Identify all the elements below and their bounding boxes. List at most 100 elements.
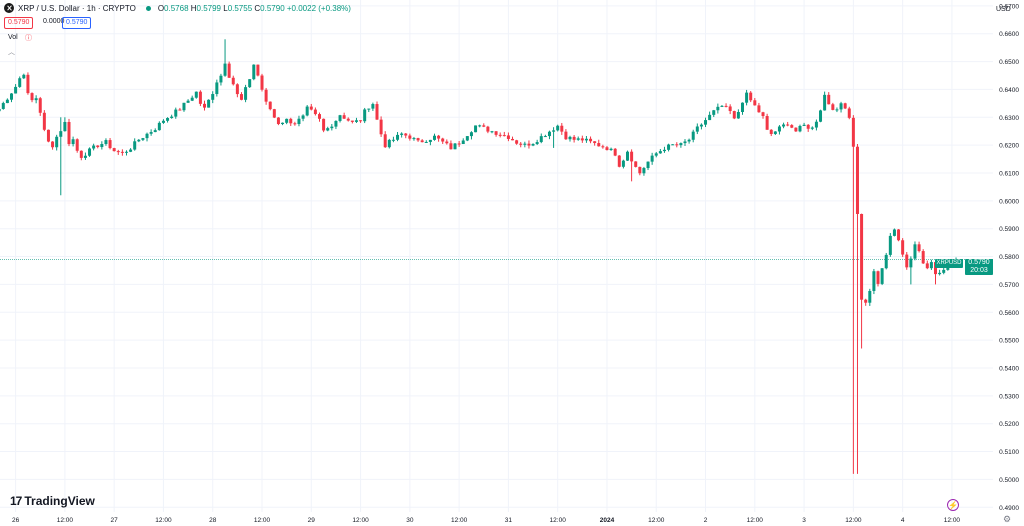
candle-body (855, 146, 859, 214)
candle-body (289, 118, 293, 124)
candle-body (486, 126, 490, 132)
warning-icon[interactable]: ⓘ (25, 35, 32, 42)
candle-body (609, 148, 613, 151)
candle-body (178, 109, 182, 111)
candle-body (814, 121, 818, 128)
candle-body (424, 141, 428, 143)
candle-body (137, 139, 141, 142)
candle-body (174, 109, 178, 117)
candle-body (605, 147, 609, 151)
candle-body (276, 117, 280, 125)
candle-body (552, 130, 556, 132)
candle-body (63, 121, 67, 132)
candle-body (650, 155, 654, 162)
candle-body (732, 111, 736, 119)
candle-body (256, 64, 260, 76)
candle-body (149, 132, 153, 134)
candle-body (749, 92, 753, 101)
y-tick-label: 0.6200 (999, 143, 1019, 150)
volume-legend[interactable]: Vol (8, 34, 18, 41)
candle-body (215, 82, 219, 95)
candle-body (827, 94, 831, 105)
candle-body (942, 269, 946, 273)
candle-body (798, 125, 802, 132)
candle-body (375, 104, 379, 120)
candle-body (626, 151, 630, 161)
buy-button[interactable]: 0.5790 (62, 17, 92, 29)
y-tick-label: 0.6100 (999, 170, 1019, 177)
candle-body (129, 149, 133, 152)
candle-body (141, 138, 145, 140)
candle-body (26, 74, 30, 94)
x-tick-label: 31 (505, 517, 513, 524)
candle-body (301, 115, 305, 119)
candle-body (166, 118, 170, 121)
candle-body (687, 139, 691, 142)
candle-body (757, 105, 761, 113)
candle-body (494, 131, 498, 135)
candle-body (531, 144, 535, 146)
candle-body (929, 262, 933, 269)
candle-body (453, 143, 457, 150)
collapse-legend-icon[interactable]: ︿ (8, 49, 15, 56)
currency-selector[interactable]: USD (996, 6, 1011, 13)
candle-body (589, 138, 593, 142)
candle-body (819, 110, 823, 122)
candle-body (839, 103, 843, 110)
candle-body (515, 140, 519, 144)
candle-body (831, 104, 835, 110)
candle-body (621, 160, 625, 167)
candle-body (593, 141, 597, 144)
candle-body (153, 130, 157, 133)
candle-body (724, 105, 728, 107)
candle-body (346, 118, 350, 121)
x-tick-label: 12:00 (254, 517, 271, 524)
candle-body (794, 127, 798, 132)
market-status-icon[interactable] (145, 5, 151, 11)
candle-body (601, 146, 605, 148)
ohlc-values: O0.5768 H0.5799 L0.5755 C0.5790 +0.0022 … (157, 3, 351, 13)
candle-body (695, 126, 699, 132)
y-tick-label: 0.4900 (999, 505, 1019, 512)
candle-body (539, 136, 543, 143)
candle-body (864, 299, 868, 303)
x-tick-label: 12:00 (747, 517, 764, 524)
tradingview-logo[interactable]: 17 TradingView (10, 494, 95, 508)
y-tick-label: 0.5700 (999, 282, 1019, 289)
y-tick-label: 0.6300 (999, 115, 1019, 122)
candle-body (740, 102, 744, 113)
candle-body (449, 143, 453, 150)
candle-body (658, 151, 662, 154)
candle-body (511, 138, 515, 141)
candle-body (100, 144, 104, 148)
candle-body (46, 129, 50, 142)
candle-body (835, 109, 839, 111)
candle-body (305, 106, 309, 116)
gear-icon[interactable]: ⚙ (1003, 514, 1012, 524)
candle-body (75, 139, 79, 151)
candle-body (720, 105, 724, 107)
candle-body (186, 100, 190, 103)
candle-body (55, 136, 59, 148)
candle-body (0, 108, 1, 112)
y-tick-label: 0.6600 (999, 31, 1019, 38)
lightning-icon[interactable]: ⚡ (947, 499, 959, 511)
candle-body (190, 97, 194, 101)
candle-body (802, 124, 806, 126)
x-tick-label: 30 (406, 517, 414, 524)
candle-body (445, 141, 449, 144)
candle-body (560, 125, 564, 132)
candle-body (478, 125, 482, 127)
sell-button[interactable]: 0.5790 (4, 17, 34, 29)
y-tick-label: 0.5100 (999, 449, 1019, 456)
y-tick-label: 0.5000 (999, 477, 1019, 484)
x-tick-label: 29 (308, 517, 316, 524)
symbol-title[interactable]: XRP / U.S. Dollar · 1h · CRYPTO (18, 3, 136, 13)
candle-body (322, 118, 326, 131)
candle-body (198, 91, 202, 104)
candle-body (67, 121, 71, 145)
candle-body (786, 124, 790, 126)
candle-body (416, 138, 420, 141)
candle-body (461, 140, 465, 145)
